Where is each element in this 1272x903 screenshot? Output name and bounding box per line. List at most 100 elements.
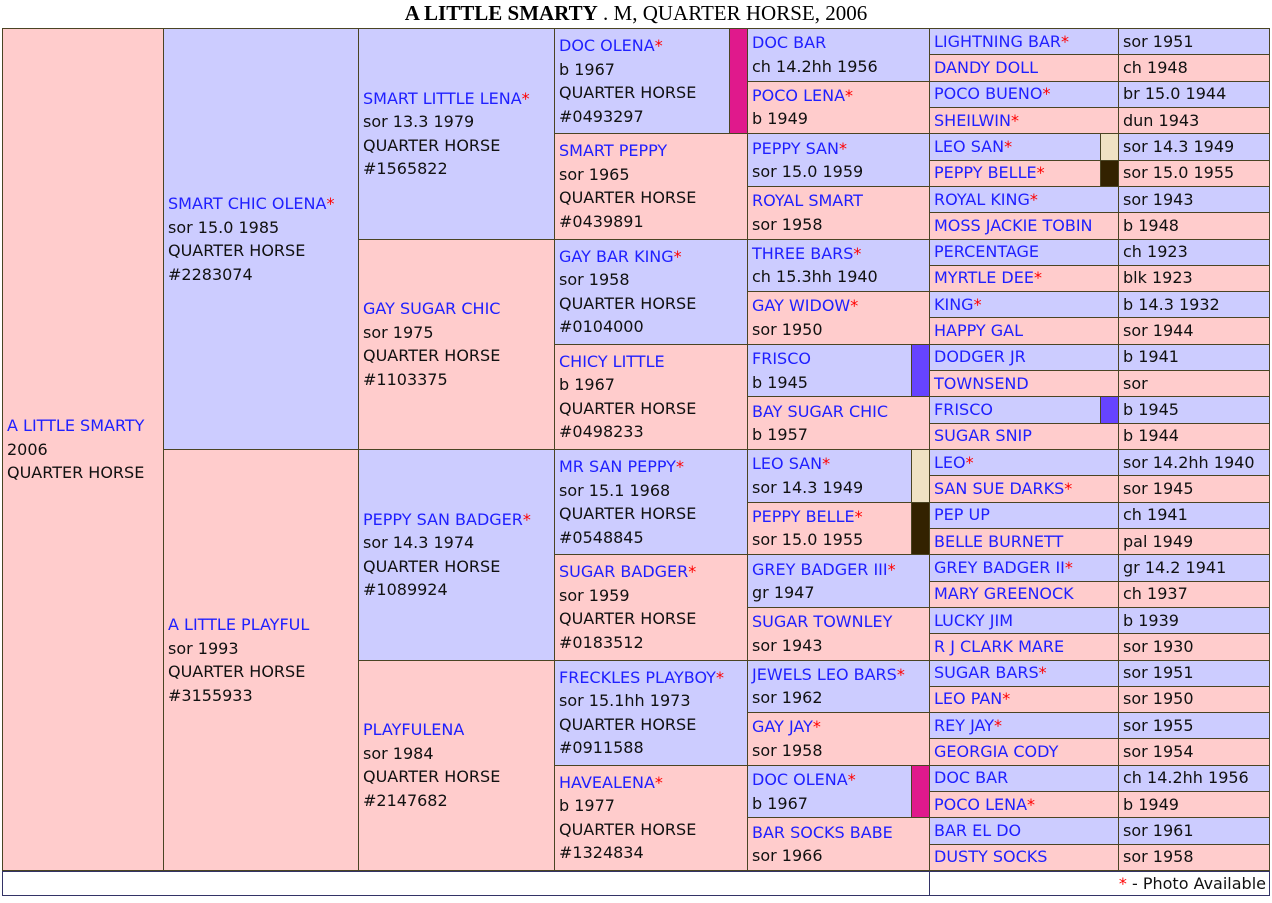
horse-name-link[interactable]: SUGAR TOWNLEY: [752, 612, 893, 632]
horse-detail: #0183512: [559, 632, 644, 652]
horse-info: sor 14.3 1949: [1123, 136, 1235, 156]
horse-name-line: DOC BAR: [752, 31, 929, 55]
horse-name-link[interactable]: LEO SAN: [934, 136, 1005, 156]
horse-name-link[interactable]: LEO PAN: [934, 689, 1003, 709]
horse-name-link[interactable]: SMART CHIC OLENA: [168, 194, 327, 213]
horse-cell: KING*: [929, 291, 1119, 319]
horse-name-link[interactable]: KING: [934, 294, 974, 314]
horse-name-link[interactable]: LUCKY JIM: [934, 610, 1014, 630]
horse-name-link[interactable]: LEO SAN: [752, 454, 823, 474]
horse-detail: #1089924: [363, 580, 448, 600]
horse-name-link[interactable]: HAVEALENA: [559, 772, 655, 792]
horse-name-link[interactable]: GAY SUGAR CHIC: [363, 299, 501, 319]
horse-cell: REY JAY*: [929, 712, 1119, 740]
horse-cell: DANDY DOLL: [929, 54, 1119, 82]
horse-name-link[interactable]: PEPPY SAN BADGER: [363, 509, 523, 529]
horse-name-link[interactable]: SMART PEPPY: [559, 141, 668, 161]
horse-cell: SUGAR BADGER* sor 1959 QUARTER HORSE #01835…: [554, 554, 748, 661]
horse-name-line: FRISCO: [752, 347, 911, 371]
horse-name-link[interactable]: DUSTY SOCKS: [934, 847, 1048, 867]
horse-info-cell: ch 1941: [1118, 501, 1270, 529]
horse-name-link[interactable]: SMART LITTLE LENA: [363, 88, 522, 108]
horse-detail: b 1957: [752, 425, 808, 445]
horse-name-link[interactable]: ROYAL SMART: [752, 191, 863, 211]
horse-name-link[interactable]: GAY WIDOW: [752, 296, 851, 316]
horse-name-link[interactable]: PEPPY BELLE: [934, 163, 1037, 183]
horse-info-cell: sor 14.3 1949: [1118, 133, 1270, 161]
horse-name-link[interactable]: MYRTLE DEE: [934, 268, 1034, 288]
horse-name-link[interactable]: FRISCO: [934, 400, 993, 420]
horse-name-link[interactable]: LIGHTNING BAR: [934, 31, 1062, 51]
horse-name-link[interactable]: PERCENTAGE: [934, 242, 1040, 262]
horse-name-link[interactable]: HAPPY GAL: [934, 321, 1024, 341]
horse-name-link[interactable]: R J CLARK MARE: [934, 636, 1065, 656]
horse-name-link[interactable]: REY JAY: [934, 715, 994, 735]
horse-cell: A LITTLE PLAYFUL sor 1993 QUARTER HORSE #31…: [163, 449, 359, 871]
horse-name-link[interactable]: MOSS JACKIE TOBIN: [934, 215, 1093, 235]
horse-name-link[interactable]: GEORGIA CODY: [934, 742, 1059, 762]
horse-name-link[interactable]: DOC BAR: [934, 768, 1009, 788]
horse-name-link[interactable]: BAY SUGAR CHIC: [752, 401, 889, 421]
horse-name-line: PLAYFULENA: [363, 718, 554, 742]
horse-name-link[interactable]: THREE BARS: [752, 243, 854, 263]
horse-name-link[interactable]: PLAYFULENA: [363, 720, 465, 740]
horse-name-link[interactable]: FRECKLES PLAYBOY: [559, 667, 716, 687]
horse-name-link[interactable]: SUGAR BARS: [934, 663, 1039, 683]
horse-name-link[interactable]: SHEILWIN: [934, 110, 1011, 130]
horse-info: sor 1951: [1123, 31, 1194, 51]
horse-detail: sor 14.3 1974: [363, 533, 475, 553]
horse-name-link[interactable]: SUGAR SNIP: [934, 426, 1032, 446]
horse-name-link[interactable]: SAN SUE DARKS: [934, 478, 1065, 498]
horse-name-link[interactable]: BAR SOCKS BABE: [752, 822, 893, 842]
photo-available-marker: *: [715, 667, 724, 687]
horse-detail: sor 15.1 1968: [559, 480, 671, 500]
horse-name-link[interactable]: GAY BAR KING: [559, 246, 674, 266]
photo-available-marker: *: [850, 296, 859, 316]
horse-name-link[interactable]: MR SAN PEPPY: [559, 457, 676, 477]
horse-name-link[interactable]: A LITTLE PLAYFUL: [168, 615, 310, 634]
horse-cell: LUCKY JIM: [929, 606, 1119, 635]
horse-info-cell: sor 1961: [1118, 817, 1270, 845]
horse-info: sor 15.0 1955: [1123, 163, 1235, 183]
horse-name-link[interactable]: TOWNSEND: [934, 373, 1029, 393]
horse-detail: QUARTER HORSE: [559, 293, 697, 313]
horse-cell: GEORGIA CODY: [929, 738, 1119, 766]
horse-detail: QUARTER HORSE: [559, 188, 697, 208]
horse-cell: SMART CHIC OLENA* sor 15.0 1985 QUARTER HO…: [163, 28, 359, 450]
horse-name-link[interactable]: POCO BUENO: [934, 84, 1043, 104]
horse-name-link[interactable]: PEPPY BELLE: [752, 506, 855, 526]
horse-name-link[interactable]: GREY BADGER II: [934, 557, 1065, 577]
horse-name-link[interactable]: GREY BADGER III: [752, 559, 888, 579]
horse-name-link[interactable]: A LITTLE SMARTY: [7, 416, 145, 436]
horse-detail: ch 15.3hh 1940: [752, 267, 878, 287]
horse-name-link[interactable]: JEWELS LEO BARS: [752, 664, 897, 684]
horse-name-link[interactable]: SUGAR BADGER: [559, 562, 689, 582]
horse-info: b 1941: [1123, 347, 1179, 367]
horse-name-link[interactable]: ROYAL KING: [934, 189, 1030, 209]
photo-available-marker: *: [1064, 478, 1073, 498]
horse-name-link[interactable]: CHICY LITTLE: [559, 351, 665, 371]
horse-name-link[interactable]: DANDY DOLL: [934, 57, 1038, 77]
horse-name-link[interactable]: DODGER JR: [934, 347, 1026, 367]
horse-name-link[interactable]: POCO LENA: [752, 85, 846, 105]
horse-info-cell: b 1941: [1118, 343, 1270, 372]
horse-name-link[interactable]: DOC BAR: [752, 33, 827, 53]
horse-name-link[interactable]: BELLE BURNETT: [934, 531, 1064, 551]
horse-name-link[interactable]: FRISCO: [752, 349, 811, 369]
horse-info: sor 1951: [1123, 663, 1194, 683]
horse-info-cell: gr 14.2 1941: [1118, 554, 1270, 582]
horse-name-link[interactable]: POCO LENA: [934, 794, 1028, 814]
photo-available-marker: *: [1029, 189, 1038, 209]
horse-name-link[interactable]: PEP UP: [934, 505, 990, 525]
horse-name-link[interactable]: DOC OLENA: [559, 36, 655, 56]
horse-name-link[interactable]: BAR EL DO: [934, 821, 1022, 841]
horse-detail: #0498233: [559, 422, 644, 442]
horse-cell: GREY BADGER III* gr 1947: [747, 554, 930, 608]
horse-name-link[interactable]: GAY JAY: [752, 717, 813, 737]
horse-name-link[interactable]: MARY GREENOCK: [934, 584, 1074, 604]
horse-name-link[interactable]: PEPPY SAN: [752, 138, 839, 158]
horse-name-line: LIGHTNING BAR*: [934, 32, 1118, 52]
horse-name-link[interactable]: DOC OLENA: [752, 770, 848, 790]
photo-available-marker: *: [973, 294, 982, 314]
horse-name-link[interactable]: LEO: [934, 452, 966, 472]
